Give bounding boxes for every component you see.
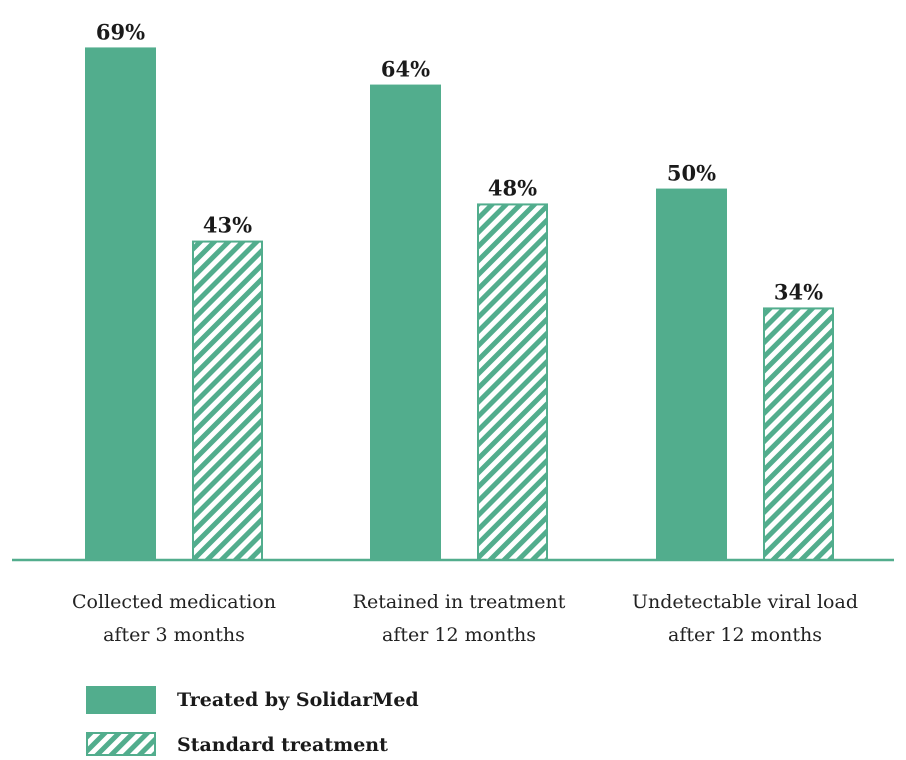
bar-standard-1	[192, 240, 263, 561]
bars-group	[85, 47, 834, 562]
value-label-treated-1: 69%	[96, 19, 145, 44]
legend: Treated by SolidarMed Standard treatment	[86, 686, 419, 756]
category-labels-group: Collected medication after 3 months Retain…	[72, 591, 858, 646]
bar-standard-3	[763, 307, 834, 561]
category-label-2: Retained in treatment after 12 months	[353, 591, 566, 646]
legend-swatch-standard	[86, 732, 156, 756]
category-label-1: Collected medication after 3 months	[72, 591, 276, 646]
value-labels-group: 69% 64% 50% 43% 48% 34%	[96, 19, 823, 304]
value-label-standard-1: 43%	[203, 213, 252, 238]
value-label-standard-3: 34%	[774, 279, 823, 304]
bar-treated-1	[85, 47, 156, 560]
value-label-standard-2: 48%	[488, 175, 537, 200]
legend-label-treated: Treated by SolidarMed	[177, 689, 419, 711]
bar-treated-2	[370, 84, 441, 561]
bar-standard-2	[477, 203, 548, 562]
legend-label-standard: Standard treatment	[177, 734, 388, 756]
legend-swatch-treated	[86, 686, 156, 714]
value-label-treated-2: 64%	[381, 57, 430, 82]
category-label-3: Undetectable viral load after 12 months	[632, 591, 858, 646]
value-label-treated-3: 50%	[667, 161, 716, 186]
bar-treated-3	[656, 188, 727, 561]
